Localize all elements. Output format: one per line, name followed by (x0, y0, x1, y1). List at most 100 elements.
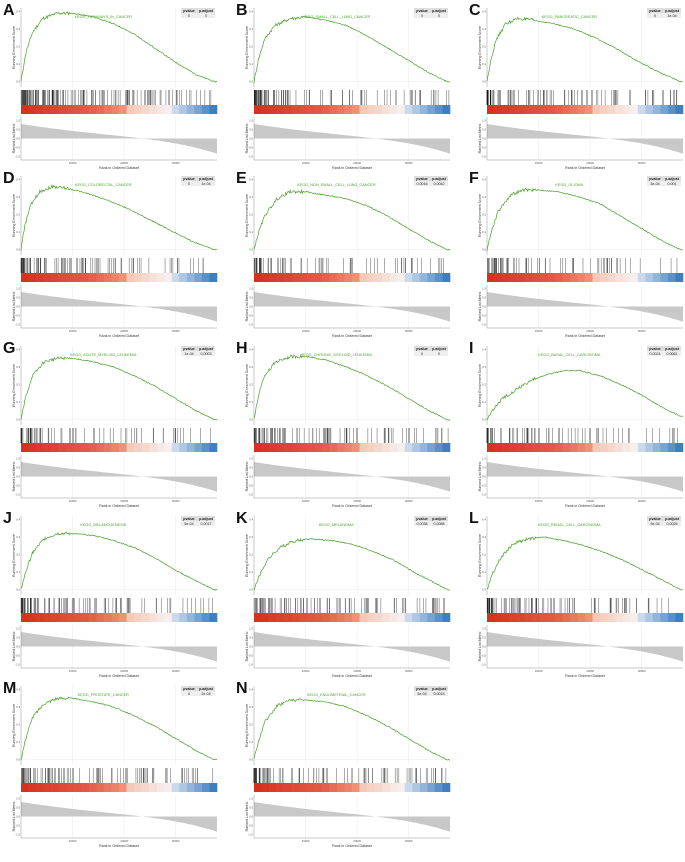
metric-tick-label: -0.5 (15, 653, 20, 657)
gene-set-name: KEGG_COLORECTAL_CANCER (75, 183, 132, 187)
rank-heat-segment (404, 105, 413, 114)
rank-heat-segment (585, 105, 593, 114)
x-tick-label: 10000 (302, 669, 310, 673)
rank-heat-segment (171, 273, 180, 282)
rank-heat-segment (592, 613, 601, 622)
metric-tick-label: 0.0 (249, 645, 253, 649)
rank-heat-segment (352, 783, 360, 792)
rank-heat-segment (412, 105, 421, 114)
running-es-curve (253, 698, 451, 761)
rank-heat-segment (141, 273, 150, 282)
table-header-bg (181, 516, 215, 521)
rank-heat-segment (532, 105, 541, 114)
rank-heat-segment (329, 783, 338, 792)
metric-tick-label: -0.5 (481, 653, 486, 657)
rank-heat-segment (637, 273, 646, 282)
es-tick-label: 0.3 (16, 195, 20, 199)
rank-heat-segment (389, 783, 398, 792)
es-tick-label: 0.0 (249, 80, 253, 84)
x-tick-label: 20000 (586, 161, 594, 165)
panel-f: F Running Enrichment Score Ranked List Met… (469, 170, 684, 338)
table-row-bg (647, 521, 681, 526)
ranked-metric-area (487, 291, 683, 322)
x-tick-label: 10000 (535, 161, 543, 165)
rank-heat-segment (164, 783, 173, 792)
rank-heat-segment (66, 105, 75, 114)
metric-tick-label: 0.5 (249, 466, 253, 470)
rank-heat-segment (502, 613, 510, 622)
rank-heat-segment (179, 273, 188, 282)
x-tick-label: 20000 (120, 499, 128, 503)
rank-heat-segment (532, 613, 541, 622)
es-tick-label: 0.3 (249, 27, 253, 31)
table-header-bg (647, 516, 681, 521)
es-tick-label: 0.2 (16, 213, 20, 217)
x-tick-label: 10000 (302, 329, 310, 333)
ranked-metric-area (21, 123, 217, 154)
rank-heat-segment (615, 613, 623, 622)
ranked-metric-area (21, 291, 217, 322)
rank-heat-segment (622, 443, 631, 452)
table-row-bg (181, 181, 215, 186)
rank-heat-segment (645, 273, 654, 282)
rank-heat-segment (427, 783, 436, 792)
es-tick-label: 0.1 (249, 62, 253, 66)
table-pvalue: 0.0038 (417, 522, 428, 526)
es-tick-label: 0.0 (16, 588, 20, 592)
xlabel: Rank in Ordered Dataset (332, 844, 372, 848)
rank-heat-segment (81, 105, 90, 114)
x-tick-label: 30000 (172, 329, 180, 333)
rank-heat-segment (336, 273, 345, 282)
metric-tick-label: 0.5 (16, 128, 20, 132)
metric-tick-label: 0.5 (16, 636, 20, 640)
es-tick-label: 0.1 (16, 400, 20, 404)
rank-heat-segment (524, 273, 533, 282)
x-tick-label: 30000 (172, 499, 180, 503)
rank-heat-segment (103, 273, 112, 282)
x-tick-label: 20000 (353, 839, 361, 843)
rank-heat-segment (314, 613, 323, 622)
es-tick-label: 0.1 (482, 570, 486, 574)
panel-letter: B (236, 2, 248, 19)
es-tick-label: 0.4 (249, 10, 253, 14)
table-padjust: 0 (438, 352, 440, 356)
panel-m: M Running Enrichment Score Ranked List Met… (3, 680, 218, 848)
table-pvalue: 0 (421, 352, 423, 356)
table-header-pvalue: pvalue (183, 517, 194, 521)
rank-heat-segment (186, 783, 195, 792)
rank-heat-segment (359, 273, 368, 282)
metric-tick-label: -0.5 (481, 145, 486, 149)
rank-heat-segment (509, 273, 518, 282)
es-tick-label: 0.0 (249, 248, 253, 252)
rank-heat-segment (111, 105, 120, 114)
rank-heat-segment (600, 105, 608, 114)
rank-heat-segment (660, 273, 669, 282)
rank-heat-segment (397, 105, 406, 114)
rank-heat-segment (276, 273, 285, 282)
panel-h: H Running Enrichment Score Ranked List Met… (236, 340, 451, 508)
rank-heat-segment (103, 783, 112, 792)
rank-heat-segment (652, 443, 661, 452)
rank-heat-segment (329, 273, 338, 282)
rank-heat-segment (134, 105, 142, 114)
panel-l: L Running Enrichment Score Ranked List Met… (469, 510, 684, 678)
rank-heat-segment (329, 105, 338, 114)
table-header-padjust: p.adjust (665, 517, 680, 521)
rank-heat-segment (149, 783, 157, 792)
running-es-curve (20, 11, 218, 83)
gene-set-name: KEGG_PATHWAYS_IN_CANCER (75, 15, 133, 19)
rank-heat-segment (51, 613, 59, 622)
rank-heat-segment (194, 613, 203, 622)
rank-heat-segment (21, 105, 29, 114)
x-tick-label: 20000 (353, 669, 361, 673)
rank-heat-segment (126, 613, 135, 622)
running-es-curve (253, 188, 451, 251)
metric-tick-label: 1.0 (249, 119, 253, 123)
table-pvalue: 0.0024 (650, 352, 661, 356)
es-tick-label: 0.4 (16, 518, 20, 522)
es-tick-label: 0.0 (16, 248, 20, 252)
rank-heat-segment (419, 273, 428, 282)
rank-heat-segment (329, 443, 338, 452)
es-tick-label: 0.3 (16, 705, 20, 709)
metric-tick-label: 1.0 (16, 457, 20, 461)
